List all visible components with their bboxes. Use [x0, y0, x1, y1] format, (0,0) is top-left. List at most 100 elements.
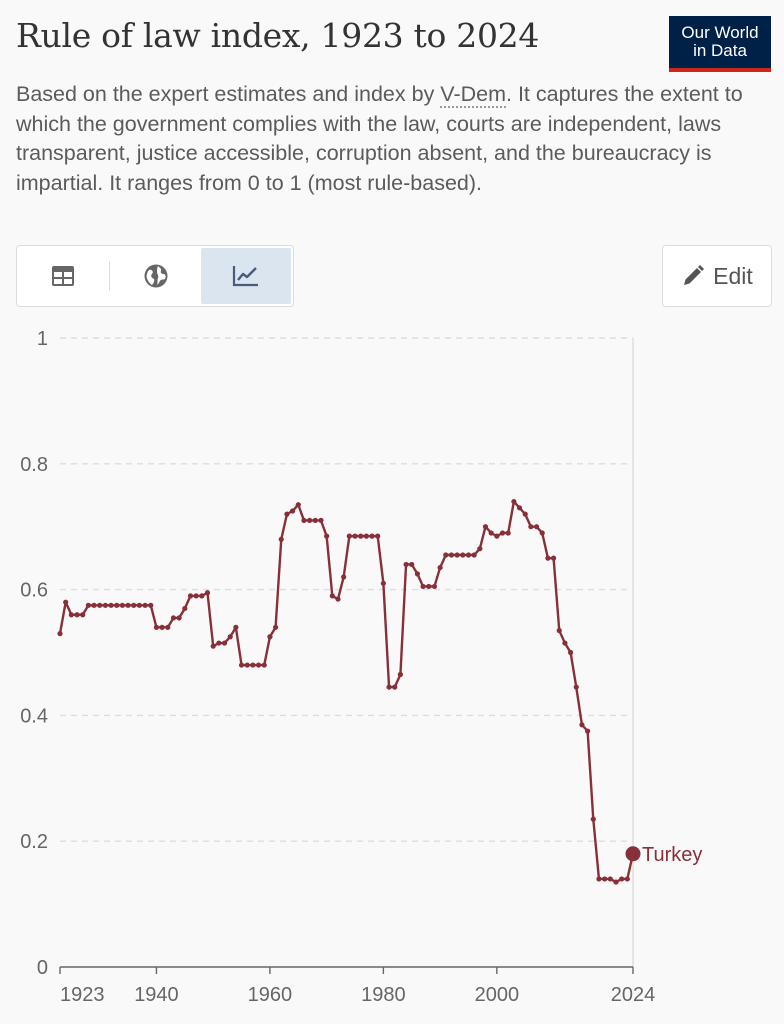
data-point — [494, 533, 500, 539]
data-point — [346, 533, 352, 539]
chart-plot: Turkey — [57, 498, 702, 885]
x-tick-label: 2000 — [475, 984, 520, 1006]
data-point — [602, 876, 608, 882]
data-point — [579, 722, 585, 728]
pencil-icon — [684, 265, 705, 285]
data-point — [119, 602, 126, 608]
data-point — [341, 574, 347, 580]
data-point — [57, 631, 63, 637]
data-point — [74, 612, 80, 618]
data-point — [227, 634, 233, 640]
x-tick-label: 2024 — [611, 984, 656, 1006]
data-point — [352, 533, 358, 539]
data-point — [114, 602, 120, 608]
data-point — [324, 533, 330, 539]
chart-title: Rule of law index, 1923 to 2024 — [16, 16, 540, 55]
data-point — [199, 593, 205, 599]
data-point — [585, 728, 591, 734]
data-point — [465, 552, 472, 558]
data-point — [363, 533, 369, 539]
data-point — [556, 627, 562, 634]
data-point — [460, 552, 466, 558]
owid-logo[interactable]: Our World in Data — [669, 16, 771, 72]
y-tick-label: 0.6 — [20, 580, 48, 602]
data-point — [329, 593, 335, 599]
edit-button[interactable]: Edit — [662, 245, 772, 307]
data-point — [545, 555, 551, 561]
data-point — [170, 615, 177, 621]
data-point — [80, 612, 86, 618]
data-point — [420, 583, 426, 590]
edit-label: Edit — [713, 262, 753, 289]
data-point — [380, 580, 386, 586]
logo-line-1: Our World — [681, 23, 759, 42]
data-point — [471, 552, 477, 558]
data-point — [482, 524, 489, 530]
x-tick-label: 1940 — [134, 984, 179, 1006]
data-point — [392, 684, 398, 690]
data-point — [216, 640, 222, 646]
data-point — [505, 530, 511, 536]
data-point — [624, 876, 630, 882]
data-point — [499, 530, 506, 536]
data-point — [85, 602, 91, 608]
x-tick-label: 1980 — [361, 984, 406, 1006]
data-point — [562, 640, 568, 646]
data-point — [278, 536, 284, 542]
y-tick-label: 1 — [37, 328, 48, 350]
x-tick-label: 1923 — [60, 984, 105, 1006]
data-point — [431, 583, 438, 590]
data-point — [511, 498, 517, 505]
data-point — [539, 530, 545, 536]
data-point — [590, 816, 596, 822]
data-point — [136, 602, 143, 608]
subtitle-text-end: . It captures the extent to which the go… — [16, 82, 743, 195]
data-point — [267, 634, 273, 640]
data-point — [312, 517, 318, 524]
data-point — [142, 602, 148, 608]
line-chart-icon — [233, 266, 259, 287]
data-point — [454, 552, 460, 558]
data-point — [397, 671, 403, 678]
table-view-button[interactable] — [17, 246, 109, 306]
data-point — [619, 876, 625, 882]
data-point — [284, 511, 290, 517]
data-point — [335, 596, 341, 602]
data-point — [210, 643, 216, 649]
data-point — [159, 624, 165, 630]
data-point — [295, 502, 301, 508]
view-toolbar — [16, 245, 294, 307]
data-point — [596, 876, 602, 882]
y-tick-label: 0.2 — [20, 831, 48, 853]
data-point — [301, 517, 307, 524]
y-tick-label: 0.4 — [20, 705, 48, 727]
data-point — [187, 593, 194, 599]
data-point — [437, 564, 443, 571]
map-view-button[interactable] — [110, 246, 202, 306]
vdem-link[interactable]: V-Dem — [440, 82, 507, 108]
data-point — [386, 684, 392, 690]
data-point — [414, 571, 421, 577]
data-point — [193, 593, 199, 599]
data-point — [533, 524, 540, 530]
data-point — [443, 552, 449, 558]
data-point — [550, 555, 557, 561]
data-point — [68, 612, 74, 618]
table-icon — [51, 266, 74, 286]
data-point — [369, 533, 375, 539]
data-point — [448, 552, 455, 558]
data-point — [358, 533, 364, 539]
series-label: Turkey — [642, 844, 702, 866]
data-point — [516, 505, 523, 511]
toolbar-divider — [108, 261, 110, 291]
data-point — [244, 662, 250, 668]
data-point — [97, 602, 103, 608]
data-point — [204, 590, 211, 596]
chart-axes: 0 0.2 0.4 0.6 0.8 1 1923 1940 1960 1980 2000 2024 — [20, 328, 655, 1006]
data-point — [131, 602, 137, 608]
data-point — [255, 662, 262, 668]
data-point — [91, 602, 97, 608]
data-point — [477, 546, 483, 552]
chart-view-button[interactable] — [201, 248, 292, 304]
data-point — [148, 602, 154, 608]
